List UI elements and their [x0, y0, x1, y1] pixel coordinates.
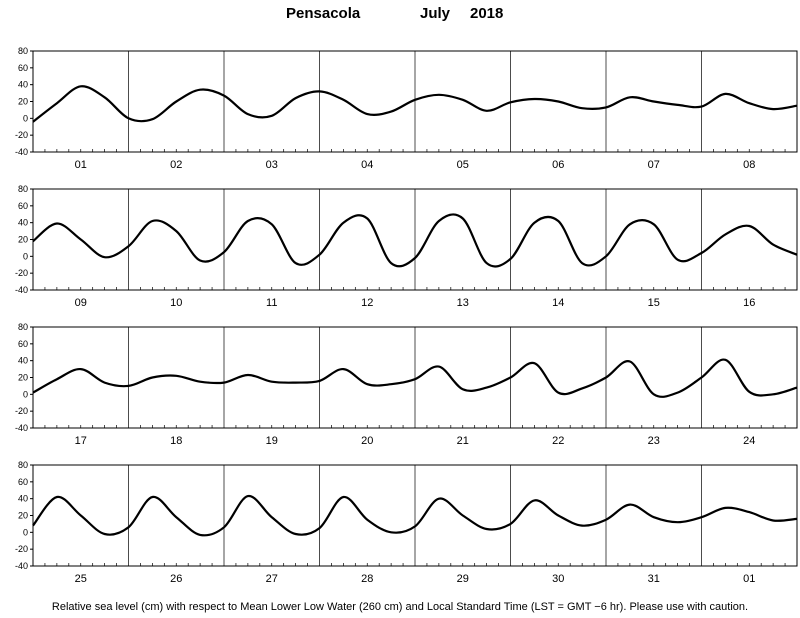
- y-tick-label: 40: [18, 494, 28, 504]
- chart-panel-4: 80 60 40 20 0 -20 -40 25 26 27 28 29 30 31 01: [15, 460, 798, 585]
- day-label: 18: [170, 435, 182, 447]
- day-label: 21: [457, 435, 469, 447]
- day-label: 19: [266, 435, 278, 447]
- y-tick-label: 60: [18, 339, 28, 349]
- day-label: 31: [648, 573, 660, 585]
- chart-panel-2: 80 60 40 20 0 -20 -40 09 10 11 12 13 14 15 16: [15, 184, 798, 309]
- day-label: 28: [361, 573, 373, 585]
- day-label: 11: [266, 297, 277, 309]
- day-label: 24: [743, 435, 755, 447]
- day-label: 08: [743, 159, 755, 171]
- day-label: 04: [361, 159, 373, 171]
- station-name: Pensacola: [286, 5, 361, 22]
- y-tick-label: 0: [23, 251, 28, 261]
- day-label: 23: [648, 435, 660, 447]
- day-label: 06: [552, 159, 564, 171]
- y-tick-label: 80: [18, 460, 28, 470]
- y-tick-label: 40: [18, 218, 28, 228]
- y-tick-label: -20: [15, 130, 28, 140]
- day-label: 12: [361, 297, 373, 309]
- y-tick-label: 60: [18, 63, 28, 73]
- sea-level-line: [32, 85, 798, 123]
- sea-level-line: [32, 494, 798, 537]
- day-label: 22: [552, 435, 564, 447]
- day-label: 10: [170, 297, 182, 309]
- day-label: 29: [457, 573, 469, 585]
- day-label: 05: [457, 159, 469, 171]
- chart-panel-1: 80 60 40 20 0 -20 -40 01 02 03 04 05 06 07 08: [15, 46, 798, 171]
- y-tick-label: 80: [18, 184, 28, 194]
- y-tick-label: 20: [18, 97, 28, 107]
- y-tick-label: -40: [15, 561, 28, 571]
- y-tick-label: -20: [15, 268, 28, 278]
- y-tick-label: 20: [18, 373, 28, 383]
- y-tick-label: 20: [18, 511, 28, 521]
- y-tick-label: 0: [23, 527, 28, 537]
- day-label: 02: [170, 159, 182, 171]
- y-tick-label: 20: [18, 235, 28, 245]
- y-tick-label: 80: [18, 46, 28, 56]
- day-label: 03: [266, 159, 278, 171]
- y-tick-label: 60: [18, 201, 28, 211]
- day-label: 15: [648, 297, 660, 309]
- y-tick-label: -40: [15, 423, 28, 433]
- day-label: 17: [75, 435, 87, 447]
- day-label: 01: [75, 159, 87, 171]
- day-label: 16: [743, 297, 755, 309]
- day-label: 07: [648, 159, 660, 171]
- day-label: 30: [552, 573, 564, 585]
- day-label: 01: [743, 573, 755, 585]
- day-label: 13: [457, 297, 469, 309]
- y-tick-label: 0: [23, 113, 28, 123]
- day-label: 25: [75, 573, 87, 585]
- month-name: July: [420, 5, 451, 22]
- y-tick-label: -40: [15, 147, 28, 157]
- day-label: 09: [75, 297, 87, 309]
- day-label: 27: [266, 573, 278, 585]
- day-label: 20: [361, 435, 373, 447]
- y-tick-label: -20: [15, 406, 28, 416]
- day-label: 26: [170, 573, 182, 585]
- y-tick-label: 80: [18, 322, 28, 332]
- sea-level-line: [32, 358, 798, 398]
- y-tick-label: -40: [15, 285, 28, 295]
- chart-panel-3: 80 60 40 20 0 -20 -40 17 18 19 20 21 22 23 24: [15, 322, 798, 447]
- y-tick-label: -20: [15, 544, 28, 554]
- y-tick-label: 60: [18, 477, 28, 487]
- sea-level-line: [32, 213, 798, 268]
- footnote: Relative sea level (cm) with respect to …: [51, 601, 749, 613]
- y-tick-label: 0: [23, 389, 28, 399]
- y-tick-label: 40: [18, 356, 28, 366]
- year-label: 2018: [470, 5, 504, 22]
- day-label: 14: [552, 297, 564, 309]
- chart-title: Pensacola July 2018: [0, 5, 800, 27]
- y-tick-label: 40: [18, 80, 28, 90]
